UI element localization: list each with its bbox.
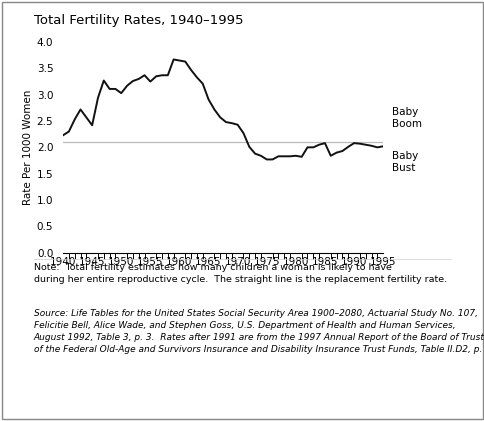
Text: Note:  Total fertility estimates how many children a woman is likely to have
dur: Note: Total fertility estimates how many… (34, 263, 446, 284)
Text: Source: Life Tables for the United States Social Security Area 1900–2080, Actuar: Source: Life Tables for the United State… (34, 309, 484, 354)
Text: Baby
Bust: Baby Bust (391, 151, 417, 173)
Text: Total Fertility Rates, 1940–1995: Total Fertility Rates, 1940–1995 (34, 14, 243, 27)
Y-axis label: Rate Per 1000 Women: Rate Per 1000 Women (22, 90, 32, 205)
Text: Baby
Boom: Baby Boom (391, 107, 421, 129)
